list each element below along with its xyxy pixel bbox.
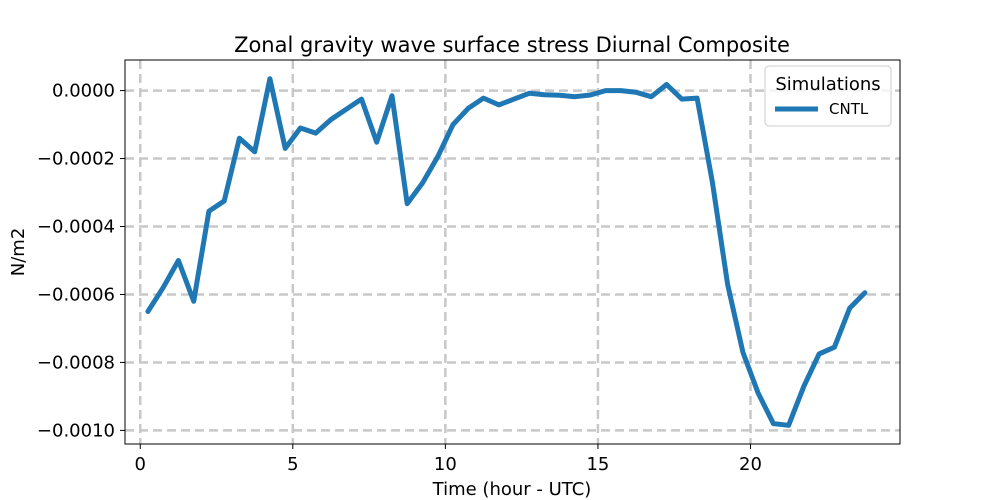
- y-tick-label: 0.0000: [52, 81, 115, 102]
- y-axis-ticks: 0.0000 −0.0002 −0.0004 −0.0006 −0.0008 −0.001…: [37, 81, 125, 441]
- y-tick-label: −0.0002: [37, 149, 115, 170]
- plot-frame: [124, 59, 901, 445]
- x-tick-label: 20: [739, 454, 762, 475]
- legend-title: Simulations: [775, 74, 880, 95]
- legend-label-cntl: CNTL: [829, 100, 869, 118]
- y-tick-label: −0.0006: [37, 284, 115, 305]
- y-tick-label: −0.0008: [37, 352, 115, 373]
- y-tick-label: −0.0010: [37, 420, 115, 441]
- x-axis-title: Time (hour - UTC): [432, 479, 592, 500]
- chart-title: Zonal gravity wave surface stress Diurna…: [234, 33, 790, 57]
- x-tick-label: 0: [135, 454, 146, 475]
- x-tick-label: 15: [586, 454, 609, 475]
- y-axis-title: N/m2: [8, 228, 29, 277]
- legend: Simulations CNTL: [764, 65, 892, 127]
- series-line-cntl: [145, 76, 868, 428]
- x-tick-label: 5: [287, 454, 298, 475]
- y-tick-label: −0.0004: [37, 217, 115, 238]
- x-axis-ticks: 0 5 10 15 20: [135, 444, 762, 475]
- x-tick-label: 10: [434, 454, 457, 475]
- series-layer: [145, 76, 868, 428]
